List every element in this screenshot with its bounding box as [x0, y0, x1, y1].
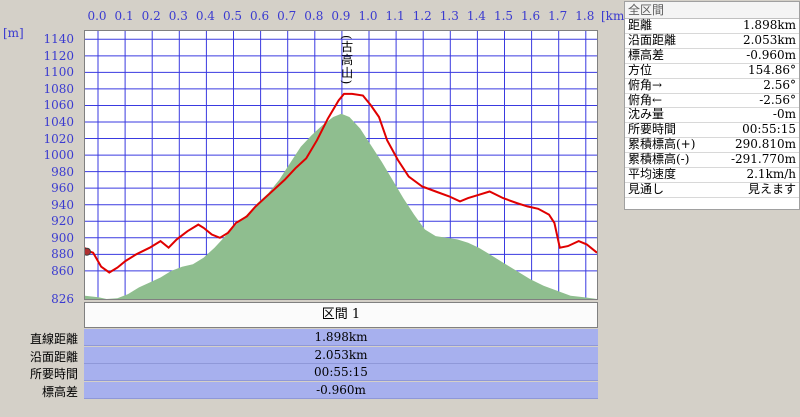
elevation-tick-label: 980	[51, 164, 74, 179]
distance-axis-unit: [km]	[601, 9, 630, 23]
summary-value: 2.56°	[713, 78, 799, 94]
summary-label: 所要時間	[625, 122, 714, 139]
distance-tick-label: 0.8	[304, 9, 324, 23]
summary-value: -291.770m	[713, 152, 799, 169]
summary-value: -0.960m	[713, 48, 799, 64]
elevation-tick-label: 920	[51, 214, 74, 229]
summary-value: 154.86°	[713, 63, 799, 79]
distance-tick-label: 0.9	[331, 9, 351, 23]
elevation-tick-label: 960	[51, 181, 74, 196]
summary-label: 方位	[625, 63, 714, 79]
summary-label: 見通し	[625, 182, 714, 198]
summary-row: 標高差 -0.960m	[625, 48, 799, 64]
distance-tick-label: 0.5	[222, 9, 243, 23]
summary-label: 累積標高(-)	[625, 152, 714, 169]
elevation-tick-label: 826	[51, 292, 74, 306]
summary-row: 距離 1.898km	[625, 18, 799, 34]
elevation-tick-label: 1080	[43, 81, 74, 96]
distance-tick-label: 1.4	[466, 9, 486, 23]
summary-value: -0m	[713, 108, 799, 124]
elevation-tick-label: 1000	[43, 148, 74, 163]
distance-tick-label: 1.6	[521, 9, 541, 23]
section-header[interactable]: 区間 1	[84, 302, 598, 328]
elevation-tick-label: 1100	[43, 65, 74, 80]
summary-row: 俯角← -2.56°	[625, 93, 799, 109]
distance-tick-label: 1.7	[548, 9, 568, 23]
panel-title: 全区間	[625, 2, 799, 19]
terrain-area	[85, 113, 597, 299]
summary-label: 標高差	[625, 48, 714, 64]
summary-label: 沈み量	[625, 108, 714, 124]
elevation-tick-label: 1120	[43, 48, 74, 63]
distance-tick-label: 1.2	[412, 9, 432, 23]
distance-tick-label: 0.4	[195, 9, 215, 23]
elevation-profile-chart[interactable]: (古高山)	[84, 30, 598, 300]
summary-value: -2.56°	[713, 93, 799, 109]
start-point-icon	[85, 247, 91, 256]
summary-value: 1.898km	[713, 18, 799, 34]
elevation-tick-label: 1040	[43, 114, 74, 129]
summit-label: (古高山)	[340, 35, 354, 85]
summary-value: 2.1km/h	[713, 167, 799, 183]
summary-row: 方位 154.86°	[625, 63, 799, 79]
summary-row: 見通し 見えます	[625, 182, 799, 198]
summary-row: 沈み量 -0m	[625, 108, 799, 124]
section-stat-label: 所要時間	[29, 367, 78, 381]
distance-tick-label: 0.3	[168, 9, 188, 23]
summary-value: 2.053km	[713, 33, 799, 49]
elevation-tick-label: 1020	[43, 131, 74, 146]
summary-label: 累積標高(+)	[625, 137, 714, 154]
summary-value: 290.810m	[713, 137, 799, 154]
summary-row: 沿面距離 2.053km	[625, 33, 799, 49]
summary-value: 見えます	[713, 182, 799, 198]
summary-label: 俯角←	[625, 93, 714, 109]
distance-tick-label: 0.7	[277, 9, 297, 23]
section-stat-value: 2.053km	[84, 346, 598, 364]
elevation-tick-label: 900	[51, 230, 74, 245]
summary-table: 距離 1.898km 沿面距離 2.053km 標高差 -0.960m 方位 154.86° 俯…	[625, 18, 799, 198]
distance-tick-label: 0.1	[114, 9, 134, 23]
elevation-tick-label: 940	[51, 197, 74, 212]
elevation-tick-label: 860	[51, 263, 74, 278]
summary-row: 所要時間 00:55:15	[625, 122, 799, 139]
summary-label: 距離	[625, 18, 714, 34]
elevation-axis-unit: [m]	[3, 26, 24, 40]
distance-tick-label: 1.1	[385, 9, 405, 23]
route-profile-line	[85, 92, 597, 274]
distance-tick-label: 0.6	[250, 9, 270, 23]
route-summary-panel: 全区間 距離 1.898km 沿面距離 2.053km 標高差 -0.960m 方位 154.…	[624, 1, 800, 210]
summary-row: 累積標高(-) -291.770m	[625, 152, 799, 169]
elevation-profile-svg: (古高山)	[85, 31, 597, 299]
distance-tick-label: 0.2	[141, 9, 161, 23]
summary-row: 平均速度 2.1km/h	[625, 167, 799, 183]
summary-label: 平均速度	[625, 167, 714, 183]
elevation-tick-label: 880	[51, 247, 74, 262]
distance-tick-label: 1.0	[358, 9, 378, 23]
distance-tick-label: 1.5	[493, 9, 514, 23]
elevation-tick-label: 1140	[43, 32, 74, 47]
section-stat-value: 1.898km	[84, 329, 598, 346]
section-stat-label: 標高差	[41, 384, 78, 399]
summary-label: 沿面距離	[625, 33, 714, 49]
elevation-tick-label: 1060	[43, 98, 74, 113]
distance-tick-label: 1.3	[439, 9, 459, 23]
summary-label: 俯角→	[625, 78, 714, 94]
summary-value: 00:55:15	[713, 122, 799, 139]
section-stat-value: -0.960m	[84, 381, 598, 399]
distance-tick-label: 1.8	[575, 9, 595, 23]
section-stat-label: 沿面距離	[29, 349, 78, 364]
distance-tick-label: 0.0	[87, 9, 107, 23]
section-stat-value: 00:55:15	[84, 364, 598, 381]
summary-row: 俯角→ 2.56°	[625, 78, 799, 94]
section-stat-label: 直線距離	[29, 332, 78, 346]
summary-row: 累積標高(+) 290.810m	[625, 137, 799, 154]
